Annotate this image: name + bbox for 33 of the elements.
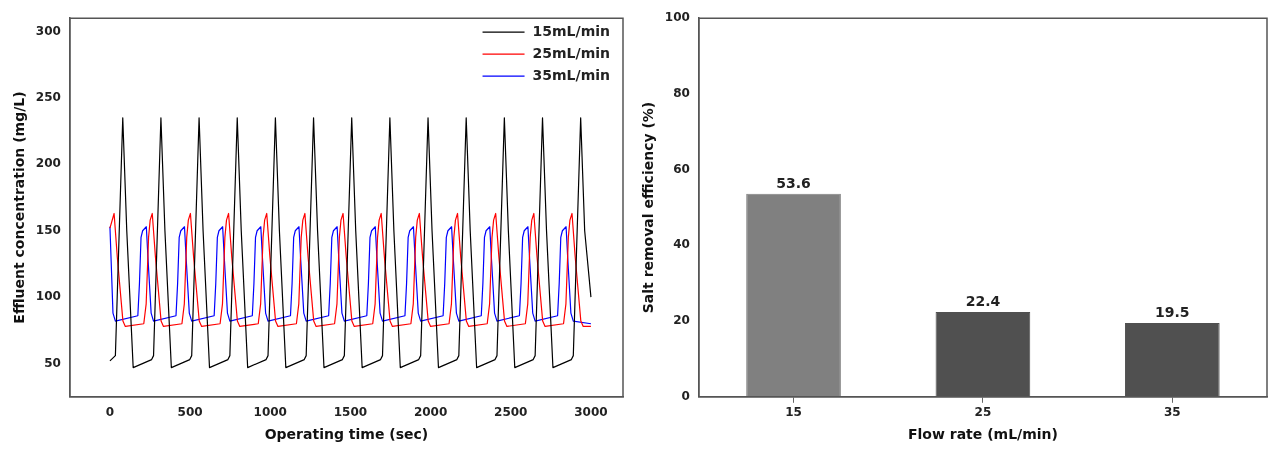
legend-label: 25mL/min [532,44,611,61]
x-tick-label: 500 [177,405,203,420]
y-tick-label: 20 [673,313,690,328]
x-axis-title: Flow rate (mL/min) [907,426,1058,443]
data-label: 22.4 [965,292,1001,309]
bar [746,193,841,397]
legend-label: 35mL/min [532,66,611,83]
y-tick-label: 200 [35,156,61,171]
x-tick-label: 2000 [413,405,448,420]
data-label: 53.6 [776,174,811,191]
y-tick-label: 300 [35,23,61,38]
x-tick-label: 2500 [494,405,528,420]
x-tick-label: 1000 [253,405,287,420]
x-tick-label: 35 [1163,405,1181,420]
y-tick-label: 250 [35,90,61,105]
data-label: 19.5 [1155,303,1190,320]
y-tick-label: 0 [681,388,690,403]
x-tick-label: 3000 [574,405,608,420]
x-axis-title: Operating time (sec) [264,426,429,443]
y-axis-title: Effluent concentration (mg/L) [11,91,28,324]
y-tick-label: 60 [673,161,690,176]
x-tick-label: 1500 [333,405,368,420]
x-tick-label: 15 [785,405,802,420]
legend-label: 15mL/min [532,22,611,39]
y-tick-label: 100 [664,10,690,25]
y-tick-label: 40 [673,237,690,252]
y-tick-label: 150 [35,222,61,237]
y-axis-title: Salt removal efficiency (%) [640,101,657,314]
x-tick-label: 25 [974,405,992,420]
x-tick-label: 0 [105,405,115,420]
y-tick-label: 80 [673,86,690,101]
y-tick-label: 100 [35,289,61,304]
y-tick-label: 50 [44,355,61,370]
